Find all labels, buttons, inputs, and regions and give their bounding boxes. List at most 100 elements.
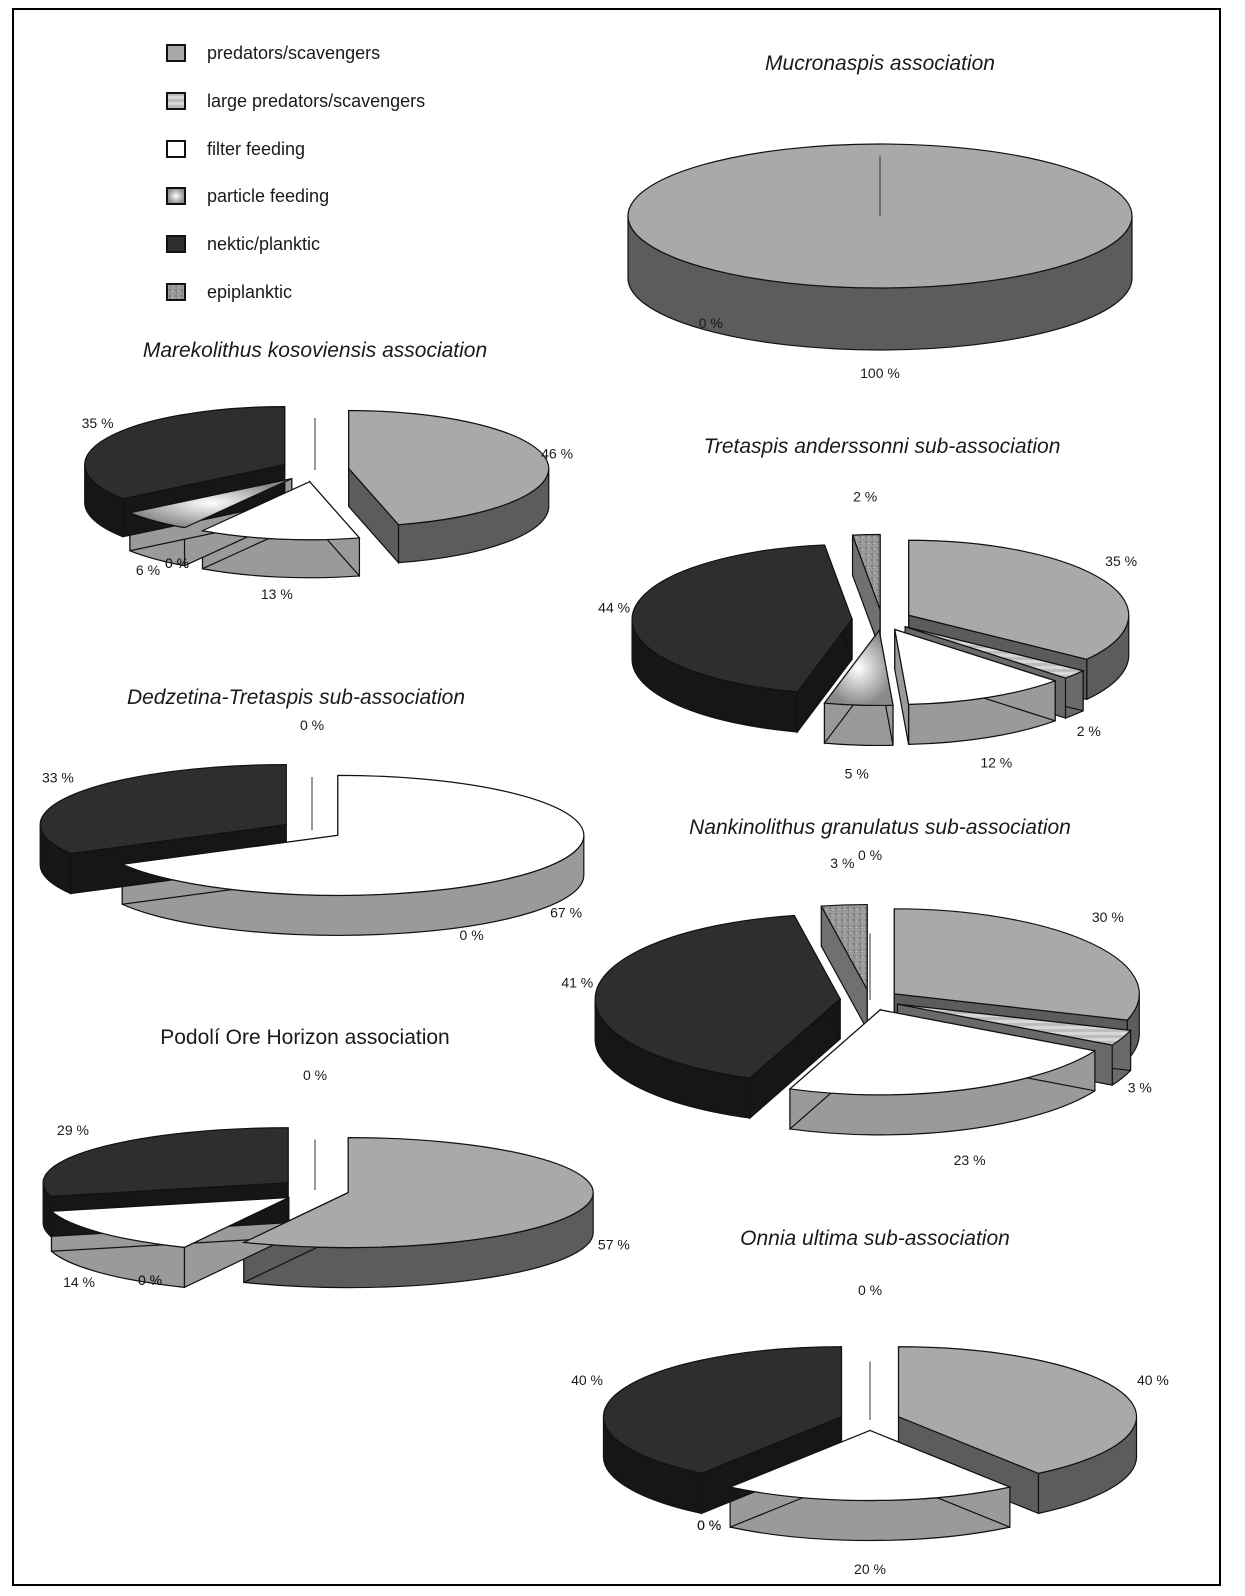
legend-swatch [166,92,186,110]
slice-tops [594,903,1140,1096]
slice-labels: 30 % 3 % 23 % 0 % 41 % 3 % [561,847,1152,1168]
data-label-particle-feeding: 5 % [845,765,869,781]
data-label-particle-feeding: 0 % [858,847,882,863]
legend-swatch [166,283,186,301]
slice-labels: 100 % 0 % [699,315,900,381]
data-label-particle-feeding: 0 % [460,927,484,943]
slice-nektic-planktic [594,914,841,1079]
data-label-particle-feeding: 0 % [858,1282,882,1298]
data-label-filter-feeding: 12 % [980,755,1012,771]
data-label-nektic-planktic: 40 % [571,1372,603,1388]
charts: Mucronaspis association 100 % 0 % Marekolit… [39,52,1169,1577]
slice-filter-feeding [728,1429,1012,1502]
slice-predators-scavengers [893,908,1140,1021]
slice-nektic-planktic [602,1346,843,1475]
pie-chart-tretaspis-anderssonni-sub-association: Tretaspis anderssonni sub-association 35 … [598,435,1137,781]
slice-tops [84,405,550,541]
data-label-particle-feeding: 6 % [136,562,160,578]
slice-filter-feeding [120,774,585,896]
pie-chart-nankinolithus-granulatus-sub-association: Nankinolithus granulatus sub-association… [561,816,1152,1168]
data-label-large-predators-scavengers: 3 % [1128,1080,1152,1096]
slice-nektic-planktic [631,544,853,693]
data-label-nektic-planktic: 35 % [82,415,114,431]
legend-label: epiplanktic [207,282,292,302]
slice-filter-feeding [200,481,361,541]
slice-tops [627,143,1133,289]
legend-label: large predators/scavengers [207,91,425,111]
slice-predators-scavengers [348,409,550,526]
data-label-predators-scavengers: 46 % [541,445,573,461]
data-label-nektic-planktic: 44 % [598,600,630,616]
slice-nektic-planktic [84,405,286,500]
legend-label: predators/scavengers [207,43,380,63]
legend-item-epiplanktic: epiplanktic [166,282,292,302]
slice-tops [39,764,585,896]
chart-title: Podolí Ore Horizon association [160,1026,449,1049]
legend-label: particle feeding [207,186,329,206]
chart-title: Tretaspis anderssonni sub-association [704,435,1061,458]
data-label-predators-scavengers: 40 % [1137,1372,1169,1388]
slice-labels: 46 %0 %13 %6 %35 %0 % [82,415,573,602]
chart-title: Nankinolithus granulatus sub-association [689,816,1071,839]
pie-chart-mucronaspis-association: Mucronaspis association 100 % 0 % [627,52,1133,381]
data-label-nektic-planktic: 33 % [42,769,74,785]
legend-swatch [166,44,186,62]
slice-large-predators-scavengers [904,626,1085,679]
legend-item-particle-feeding: particle feeding [166,186,329,206]
chart-title: Mucronaspis association [765,52,995,75]
slice-predators-scavengers [241,1136,594,1249]
slice-predators-scavengers [908,539,1130,660]
pie-chart-onnia-ultima-sub-association: Onnia ultima sub-association 40 % 0 % 20 % 0… [571,1227,1169,1577]
slice-epiplanktic [820,903,868,990]
data-label-particle-feeding: 0 % [303,1067,327,1083]
slice-labels: 35 % 2 % 12 % 5 % 44 % 2 % [598,488,1137,781]
slice-tops [42,1127,594,1249]
legend-swatch [166,235,186,253]
slice-labels: 57 %0 %14 %0 %29 %0 % [57,1067,630,1290]
slice-tops [602,1346,1138,1502]
data-label-epiplanktic: 2 % [853,488,877,504]
data-label-nektic-planktic: 41 % [561,975,593,991]
data-label-large-predators-scavengers: 0 % [165,555,189,571]
slice-predators-scavengers [897,1346,1138,1475]
legend: predators/scavengers large predators/scav… [166,43,425,302]
data-label-epiplanktic: 0 % [697,1517,721,1533]
slice-labels: 0 % 67 % 0 % 33 % [42,717,582,943]
slice-epiplanktic [851,533,881,610]
data-label-large-predators-scavengers: 0 % [138,1272,162,1288]
slice-nektic-planktic [39,764,287,855]
legend-swatch [166,187,186,205]
pie-chart-dedzetina-tretaspis-sub-association: Dedzetina-Tretaspis sub-association 0 % 67… [39,686,585,943]
data-label-epiplanktic: 0 % [165,555,189,571]
slice-filter-feeding [49,1196,290,1248]
slice-particle-feeding [127,478,292,529]
data-label-filter-feeding: 20 % [854,1561,886,1577]
data-label-predators-scavengers: 0 % [300,717,324,733]
data-label-filter-feeding: 67 % [550,905,582,921]
slice-nektic-planktic [42,1127,289,1197]
data-label-epiplanktic: 3 % [830,855,854,871]
slice-filter-feeding [788,1009,1097,1096]
slice-labels: 40 %0 %20 %0 %40 %0 % [571,1282,1169,1577]
chart-title: Dedzetina-Tretaspis sub-association [127,686,465,709]
data-label-nektic-planktic: 0 % [699,315,723,331]
legend-item-nektic-planktic: nektic/planktic [166,234,320,254]
legend-swatch [166,140,186,158]
data-label-predators-scavengers: 35 % [1105,553,1137,569]
data-label-predators-scavengers: 57 % [598,1236,630,1252]
data-label-large-predators-scavengers: 2 % [1077,723,1101,739]
data-label-nektic-planktic: 29 % [57,1122,89,1138]
data-label-filter-feeding: 23 % [954,1152,986,1168]
chart-title: Onnia ultima sub-association [740,1227,1010,1250]
legend-label: nektic/planktic [207,234,320,254]
chart-title: Marekolithus kosoviensis association [143,339,487,362]
data-label-predators-scavengers: 100 % [860,365,900,381]
data-label-filter-feeding: 13 % [261,586,293,602]
slice-large-predators-scavengers [897,1003,1132,1046]
legend-label: filter feeding [207,139,305,159]
slice-tops [631,533,1130,707]
data-label-large-predators-scavengers: 0 % [697,1517,721,1533]
data-label-predators-scavengers: 30 % [1092,909,1124,925]
data-label-filter-feeding: 14 % [63,1274,95,1290]
